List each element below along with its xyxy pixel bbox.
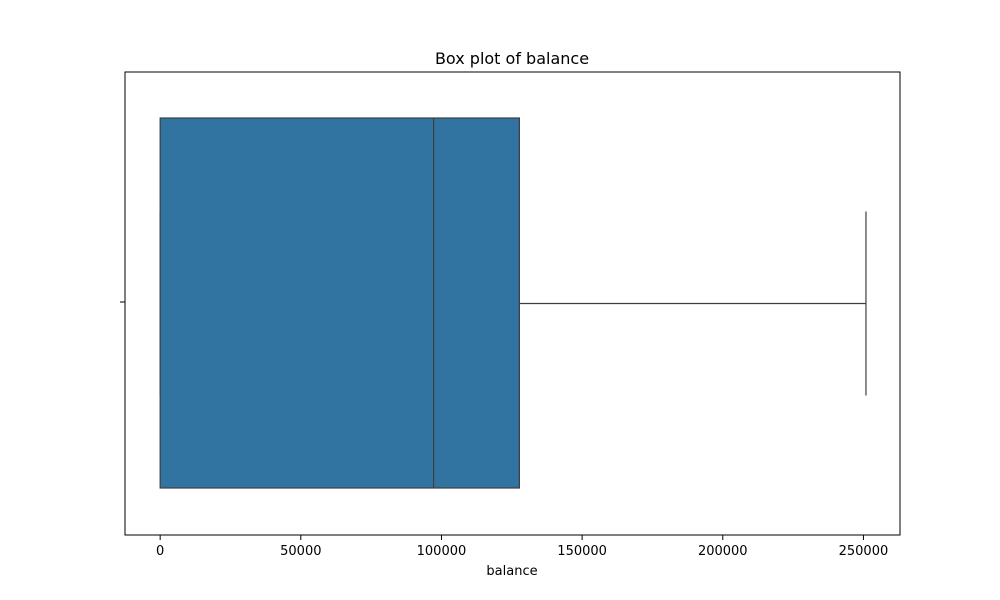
axes-frame — [124, 71, 901, 536]
chart-title: Box plot of balance — [435, 49, 589, 68]
x-tick-label: 100000 — [417, 544, 467, 559]
x-tick-label: 200000 — [698, 544, 748, 559]
x-axis-label: balance — [486, 564, 537, 579]
interquartile-box — [159, 117, 520, 489]
plot-area — [159, 117, 867, 489]
x-tick-label: 50000 — [280, 544, 321, 559]
x-tick-label: 0 — [156, 544, 164, 559]
x-tick-label: 250000 — [839, 544, 889, 559]
x-tick-label: 150000 — [557, 544, 607, 559]
x-axis-ticks: 0 50000 100000 150000 200000 250000 — [156, 535, 888, 559]
